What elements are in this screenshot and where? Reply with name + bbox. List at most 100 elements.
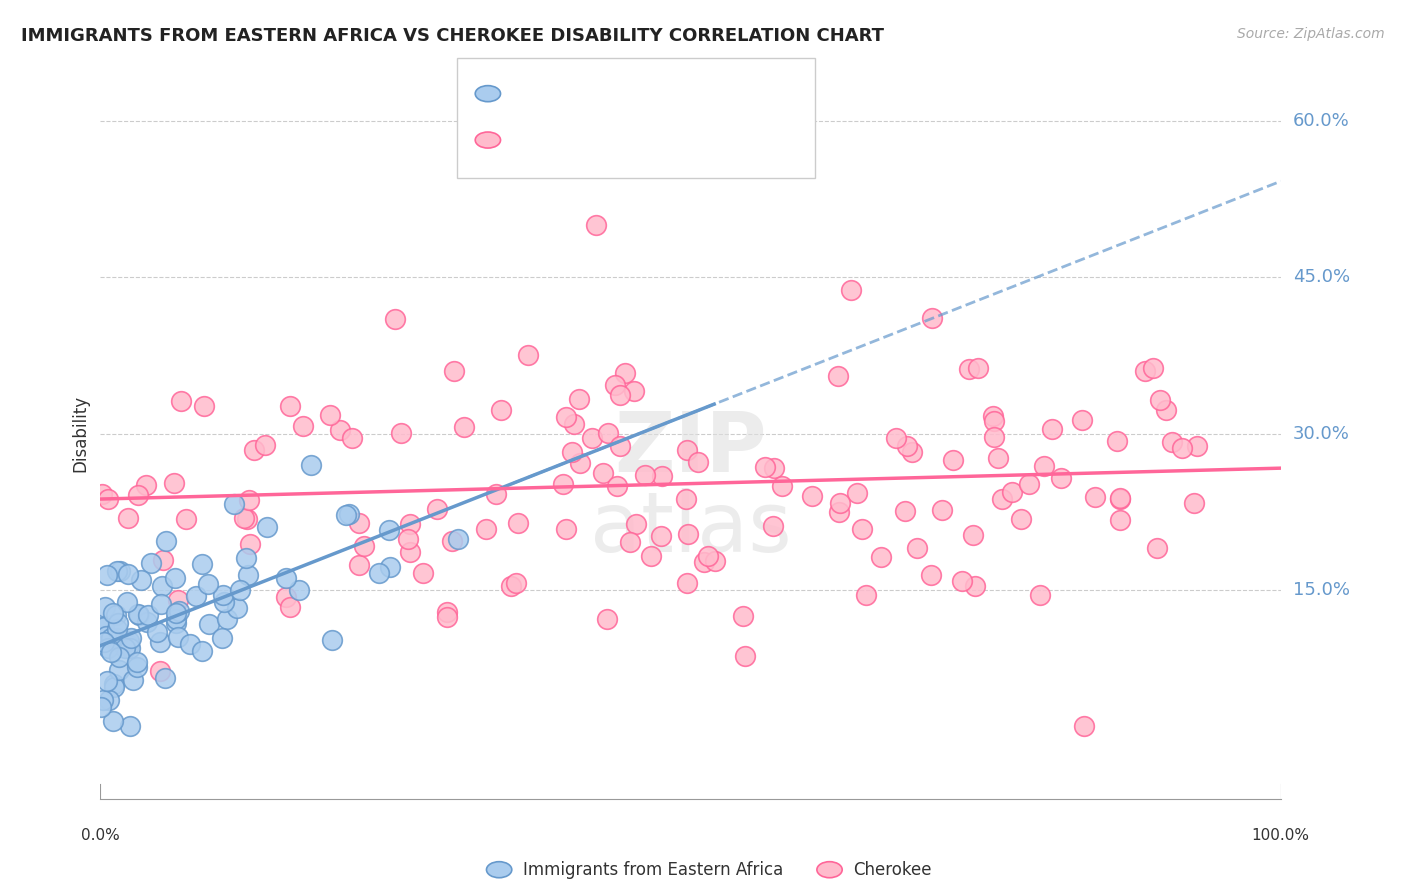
Point	[634, 467, 657, 482]
Point	[193, 399, 215, 413]
Point	[153, 671, 176, 685]
Point	[107, 649, 129, 664]
Point	[966, 361, 988, 376]
Point	[117, 511, 139, 525]
Point	[447, 533, 470, 547]
Point	[598, 425, 620, 440]
Text: 133: 133	[682, 131, 720, 149]
Point	[224, 497, 246, 511]
Point	[94, 599, 117, 614]
Point	[592, 466, 614, 480]
Point	[211, 588, 233, 602]
Point	[217, 612, 239, 626]
Point	[104, 608, 127, 623]
Point	[117, 567, 139, 582]
Point	[676, 575, 699, 590]
Point	[114, 640, 136, 655]
Point	[225, 600, 247, 615]
Point	[609, 388, 631, 402]
Point	[399, 516, 422, 531]
Point	[1073, 719, 1095, 733]
Point	[827, 368, 849, 383]
Point	[640, 549, 662, 563]
Point	[396, 532, 419, 546]
Point	[1071, 412, 1094, 426]
Point	[236, 512, 259, 526]
Point	[1010, 512, 1032, 526]
Text: Cherokee: Cherokee	[853, 861, 932, 879]
Point	[839, 283, 862, 297]
Point	[987, 450, 1010, 465]
Point	[399, 545, 422, 559]
Point	[623, 384, 645, 398]
Point	[233, 511, 256, 525]
Point	[120, 631, 142, 645]
Point	[91, 487, 114, 501]
Point	[197, 577, 219, 591]
Point	[335, 508, 357, 522]
Point	[554, 409, 576, 424]
Point	[190, 644, 212, 658]
Text: atlas: atlas	[589, 488, 792, 569]
Point	[1146, 541, 1168, 556]
Point	[378, 523, 401, 537]
Point	[1182, 496, 1205, 510]
Point	[100, 645, 122, 659]
Text: 15.0%: 15.0%	[1292, 582, 1350, 599]
Point	[127, 488, 149, 502]
Point	[962, 528, 984, 542]
Point	[675, 491, 697, 506]
Point	[105, 622, 128, 636]
Point	[1142, 361, 1164, 376]
Point	[474, 522, 496, 536]
Point	[101, 714, 124, 728]
Text: Source: ZipAtlas.com: Source: ZipAtlas.com	[1237, 27, 1385, 41]
Point	[870, 549, 893, 564]
Point	[1001, 484, 1024, 499]
Point	[942, 453, 965, 467]
Point	[229, 583, 252, 598]
Point	[256, 520, 278, 534]
Point	[1033, 458, 1056, 473]
Text: ZIP: ZIP	[614, 408, 766, 489]
Point	[105, 631, 128, 645]
Point	[443, 364, 465, 378]
Point	[105, 564, 128, 578]
Point	[619, 535, 641, 549]
Point	[118, 638, 141, 652]
Point	[896, 440, 918, 454]
Point	[1050, 471, 1073, 485]
Point	[1040, 422, 1063, 436]
Point	[93, 635, 115, 649]
Point	[276, 571, 298, 585]
Y-axis label: Disability: Disability	[72, 395, 89, 472]
Point	[605, 378, 627, 392]
Text: Immigrants from Eastern Africa: Immigrants from Eastern Africa	[523, 861, 783, 879]
Point	[412, 566, 434, 581]
Point	[851, 522, 873, 536]
Point	[166, 630, 188, 644]
Point	[238, 492, 260, 507]
Point	[1109, 491, 1132, 506]
Point	[274, 591, 297, 605]
Point	[762, 461, 785, 475]
Point	[609, 439, 631, 453]
Point	[347, 516, 370, 530]
Point	[1029, 588, 1052, 602]
Point	[120, 641, 142, 656]
Point	[990, 491, 1012, 506]
Point	[1105, 434, 1128, 449]
Point	[127, 607, 149, 621]
Text: IMMIGRANTS FROM EASTERN AFRICA VS CHEROKEE DISABILITY CORRELATION CHART: IMMIGRANTS FROM EASTERN AFRICA VS CHEROK…	[21, 27, 884, 45]
Point	[686, 455, 709, 469]
Point	[828, 495, 851, 509]
Point	[107, 616, 129, 631]
Point	[239, 536, 262, 550]
Point	[931, 503, 953, 517]
Text: N =: N =	[633, 131, 669, 149]
Point	[139, 556, 162, 570]
Point	[957, 361, 980, 376]
Point	[96, 674, 118, 689]
Point	[165, 611, 187, 625]
Point	[1109, 513, 1132, 527]
